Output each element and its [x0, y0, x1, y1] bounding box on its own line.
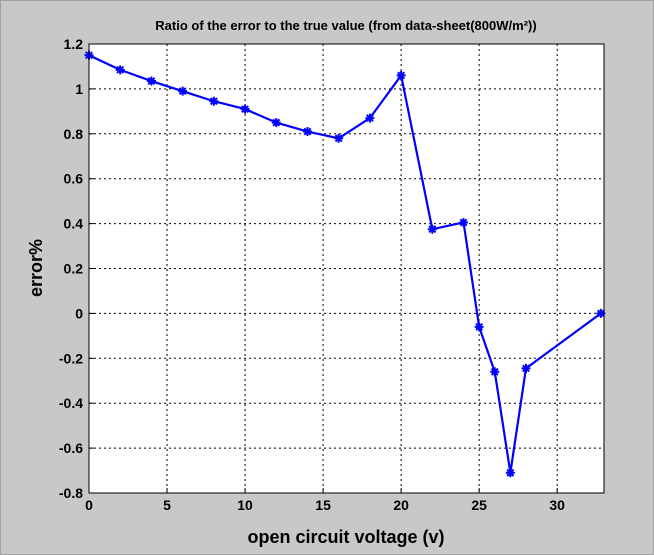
marker — [209, 96, 219, 106]
marker — [178, 86, 188, 96]
y-tick-label: 0.4 — [64, 216, 84, 232]
x-axis-label: open circuit voltage (v) — [247, 527, 444, 547]
x-tick-label: 25 — [471, 497, 487, 513]
marker — [334, 133, 344, 143]
y-tick-label: 0.2 — [64, 261, 84, 277]
marker — [365, 113, 375, 123]
axes-frame — [88, 43, 605, 494]
y-tick-label: 0 — [75, 305, 83, 321]
x-tick-label: 30 — [549, 497, 565, 513]
x-tick-label: 5 — [163, 497, 171, 513]
y-tick-label: -0.6 — [59, 440, 83, 456]
marker — [459, 217, 469, 227]
x-tick-label: 20 — [393, 497, 409, 513]
y-tick-label: 1 — [75, 81, 83, 97]
y-tick-label: 0.8 — [64, 126, 84, 142]
y-tick-label: -0.2 — [59, 350, 83, 366]
marker — [396, 70, 406, 80]
marker — [490, 367, 500, 377]
x-tick-label: 15 — [315, 497, 331, 513]
marker — [240, 104, 250, 114]
y-tick-label: 0.6 — [64, 171, 84, 187]
marker — [474, 322, 484, 332]
series-line — [88, 54, 602, 473]
y-axis-label: error% — [26, 239, 46, 297]
x-tick-label: 10 — [237, 497, 253, 513]
data — [84, 50, 606, 478]
marker — [505, 468, 515, 478]
marker — [596, 308, 606, 318]
marker — [521, 363, 531, 373]
marker — [271, 118, 281, 128]
marker — [302, 127, 312, 137]
y-tick-label: 1.2 — [64, 36, 84, 52]
x-tick-label: 0 — [85, 497, 93, 513]
plot-area — [89, 44, 604, 493]
chart-title: Ratio of the error to the true value (fr… — [155, 18, 536, 33]
y-tick-label: -0.4 — [59, 395, 83, 411]
marker — [115, 65, 125, 75]
marker — [427, 224, 437, 234]
marker — [146, 76, 156, 86]
y-tick-label: -0.8 — [59, 485, 83, 501]
